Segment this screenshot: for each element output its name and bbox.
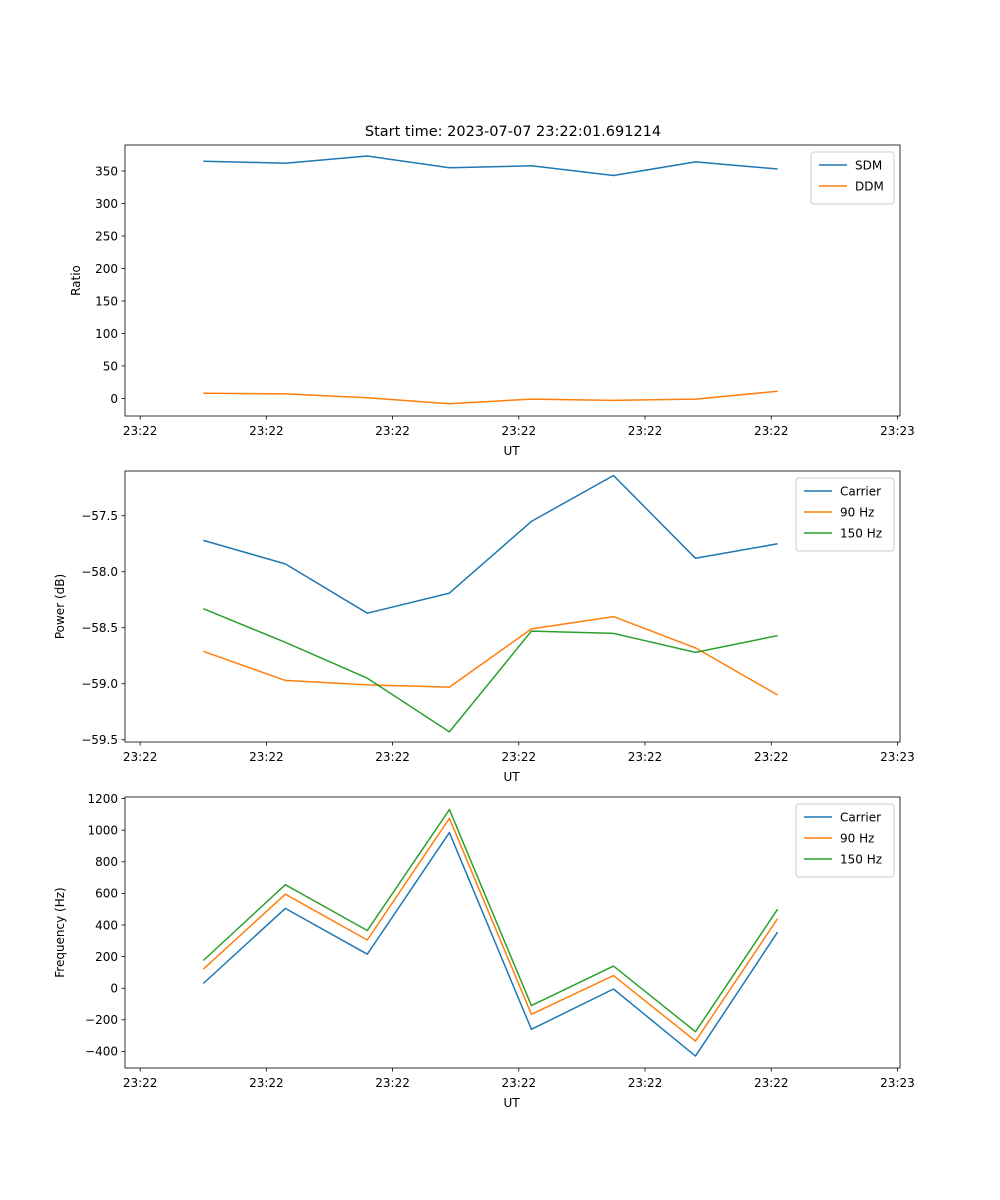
power-axes-frame <box>124 470 901 743</box>
power-x-tick-label: 23:22 <box>754 750 789 764</box>
frequency-x-tick-label: 23:22 <box>123 1076 158 1090</box>
frequency-legend-label: 150 Hz <box>840 852 882 866</box>
frequency-legend-label: Carrier <box>840 810 881 824</box>
power-x-axis-label: UT <box>503 770 520 784</box>
ratio-x-tick-label: 23:22 <box>628 424 663 438</box>
ratio-x-tick-label: 23:22 <box>375 424 410 438</box>
ratio-y-tick-label: 300 <box>95 197 118 211</box>
ratio-legend-label: DDM <box>855 179 884 193</box>
power-series-90-hz-line <box>203 615 778 696</box>
frequency-y-tick-label: 200 <box>95 950 118 964</box>
ratio-series-ddm-line <box>203 390 778 405</box>
power-x-tick-label: 23:22 <box>628 750 663 764</box>
ratio-x-tick-label: 23:22 <box>502 424 537 438</box>
frequency-y-tick-label: 800 <box>95 855 118 869</box>
frequency-series-carrier-line <box>202 831 779 1057</box>
frequency-y-tick-label: −400 <box>85 1045 118 1059</box>
power-x-tick-label: 23:22 <box>249 750 284 764</box>
frequency-x-axis-label: UT <box>503 1096 520 1110</box>
power-y-tick-label: −58.0 <box>81 565 118 579</box>
power-legend-label: 90 Hz <box>840 505 874 519</box>
ratio-y-axis-label: Ratio <box>69 265 83 296</box>
power-y-axis-label: Power (dB) <box>53 574 67 639</box>
frequency-y-tick-label: 600 <box>95 887 118 901</box>
ratio-x-tick-label: 23:22 <box>754 424 789 438</box>
ratio-y-tick-label: 200 <box>95 262 118 276</box>
frequency-y-tick-label: −200 <box>85 1013 118 1027</box>
frequency-y-tick-label: 1200 <box>87 792 118 806</box>
ratio-y-tick-label: 250 <box>95 229 118 243</box>
power-y-tick-label: −59.0 <box>81 677 118 691</box>
frequency-x-tick-label: 23:22 <box>754 1076 789 1090</box>
ratio-y-tick-label: 0 <box>110 392 118 406</box>
frequency-y-tick-label: 400 <box>95 918 118 932</box>
frequency-y-axis-label: Frequency (Hz) <box>53 887 67 978</box>
power-series-150-hz-line <box>203 608 778 733</box>
power-x-tick-label: 23:23 <box>880 750 915 764</box>
frequency-x-tick-label: 23:23 <box>880 1076 915 1090</box>
frequency-axes-frame <box>124 796 901 1069</box>
power-legend-label: Carrier <box>840 484 881 498</box>
power-series-carrier-line <box>203 474 778 614</box>
frequency-series-150-hz-line <box>202 808 779 1033</box>
ratio-axes-frame <box>124 144 901 417</box>
frequency-x-tick-label: 23:22 <box>502 1076 537 1090</box>
ratio-legend-label: SDM <box>855 158 882 172</box>
frequency-legend-label: 90 Hz <box>840 831 874 845</box>
ratio-x-tick-label: 23:22 <box>249 424 284 438</box>
figure-title: Start time: 2023-07-07 23:22:01.691214 <box>365 124 661 140</box>
frequency-y-tick-label: 1000 <box>87 823 118 837</box>
frequency-x-tick-label: 23:22 <box>628 1076 663 1090</box>
ratio-series-sdm-line <box>203 155 778 177</box>
ratio-x-axis-label: UT <box>503 444 520 458</box>
ratio-y-tick-label: 350 <box>95 164 118 178</box>
frequency-x-tick-label: 23:22 <box>375 1076 410 1090</box>
ratio-y-tick-label: 150 <box>95 294 118 308</box>
power-y-tick-label: −59.5 <box>81 733 118 747</box>
power-x-tick-label: 23:22 <box>123 750 158 764</box>
subplot-power: 23:22 23:22 23:22 23:22 23:22 23:22 23:23 −59.5… <box>53 470 915 784</box>
ratio-x-tick-label: 23:22 <box>123 424 158 438</box>
ratio-y-tick-label: 50 <box>103 359 118 373</box>
frequency-series-90-hz-line <box>202 817 779 1042</box>
ratio-y-tick-label: 100 <box>95 327 118 341</box>
ratio-x-tick-label: 23:23 <box>880 424 915 438</box>
frequency-y-tick-label: 0 <box>110 982 118 996</box>
power-x-tick-label: 23:22 <box>502 750 537 764</box>
frequency-x-tick-label: 23:22 <box>249 1076 284 1090</box>
subplot-frequency: 23:22 23:22 23:22 23:22 23:22 23:22 23:23 −400 −… <box>53 792 915 1110</box>
power-x-tick-label: 23:22 <box>375 750 410 764</box>
power-legend-label: 150 Hz <box>840 526 882 540</box>
power-y-tick-label: −58.5 <box>81 621 118 635</box>
subplot-ratio: 23:22 23:22 23:22 23:22 23:22 23:22 23:23 0 50 10… <box>69 144 915 458</box>
power-y-tick-label: −57.5 <box>81 509 118 523</box>
